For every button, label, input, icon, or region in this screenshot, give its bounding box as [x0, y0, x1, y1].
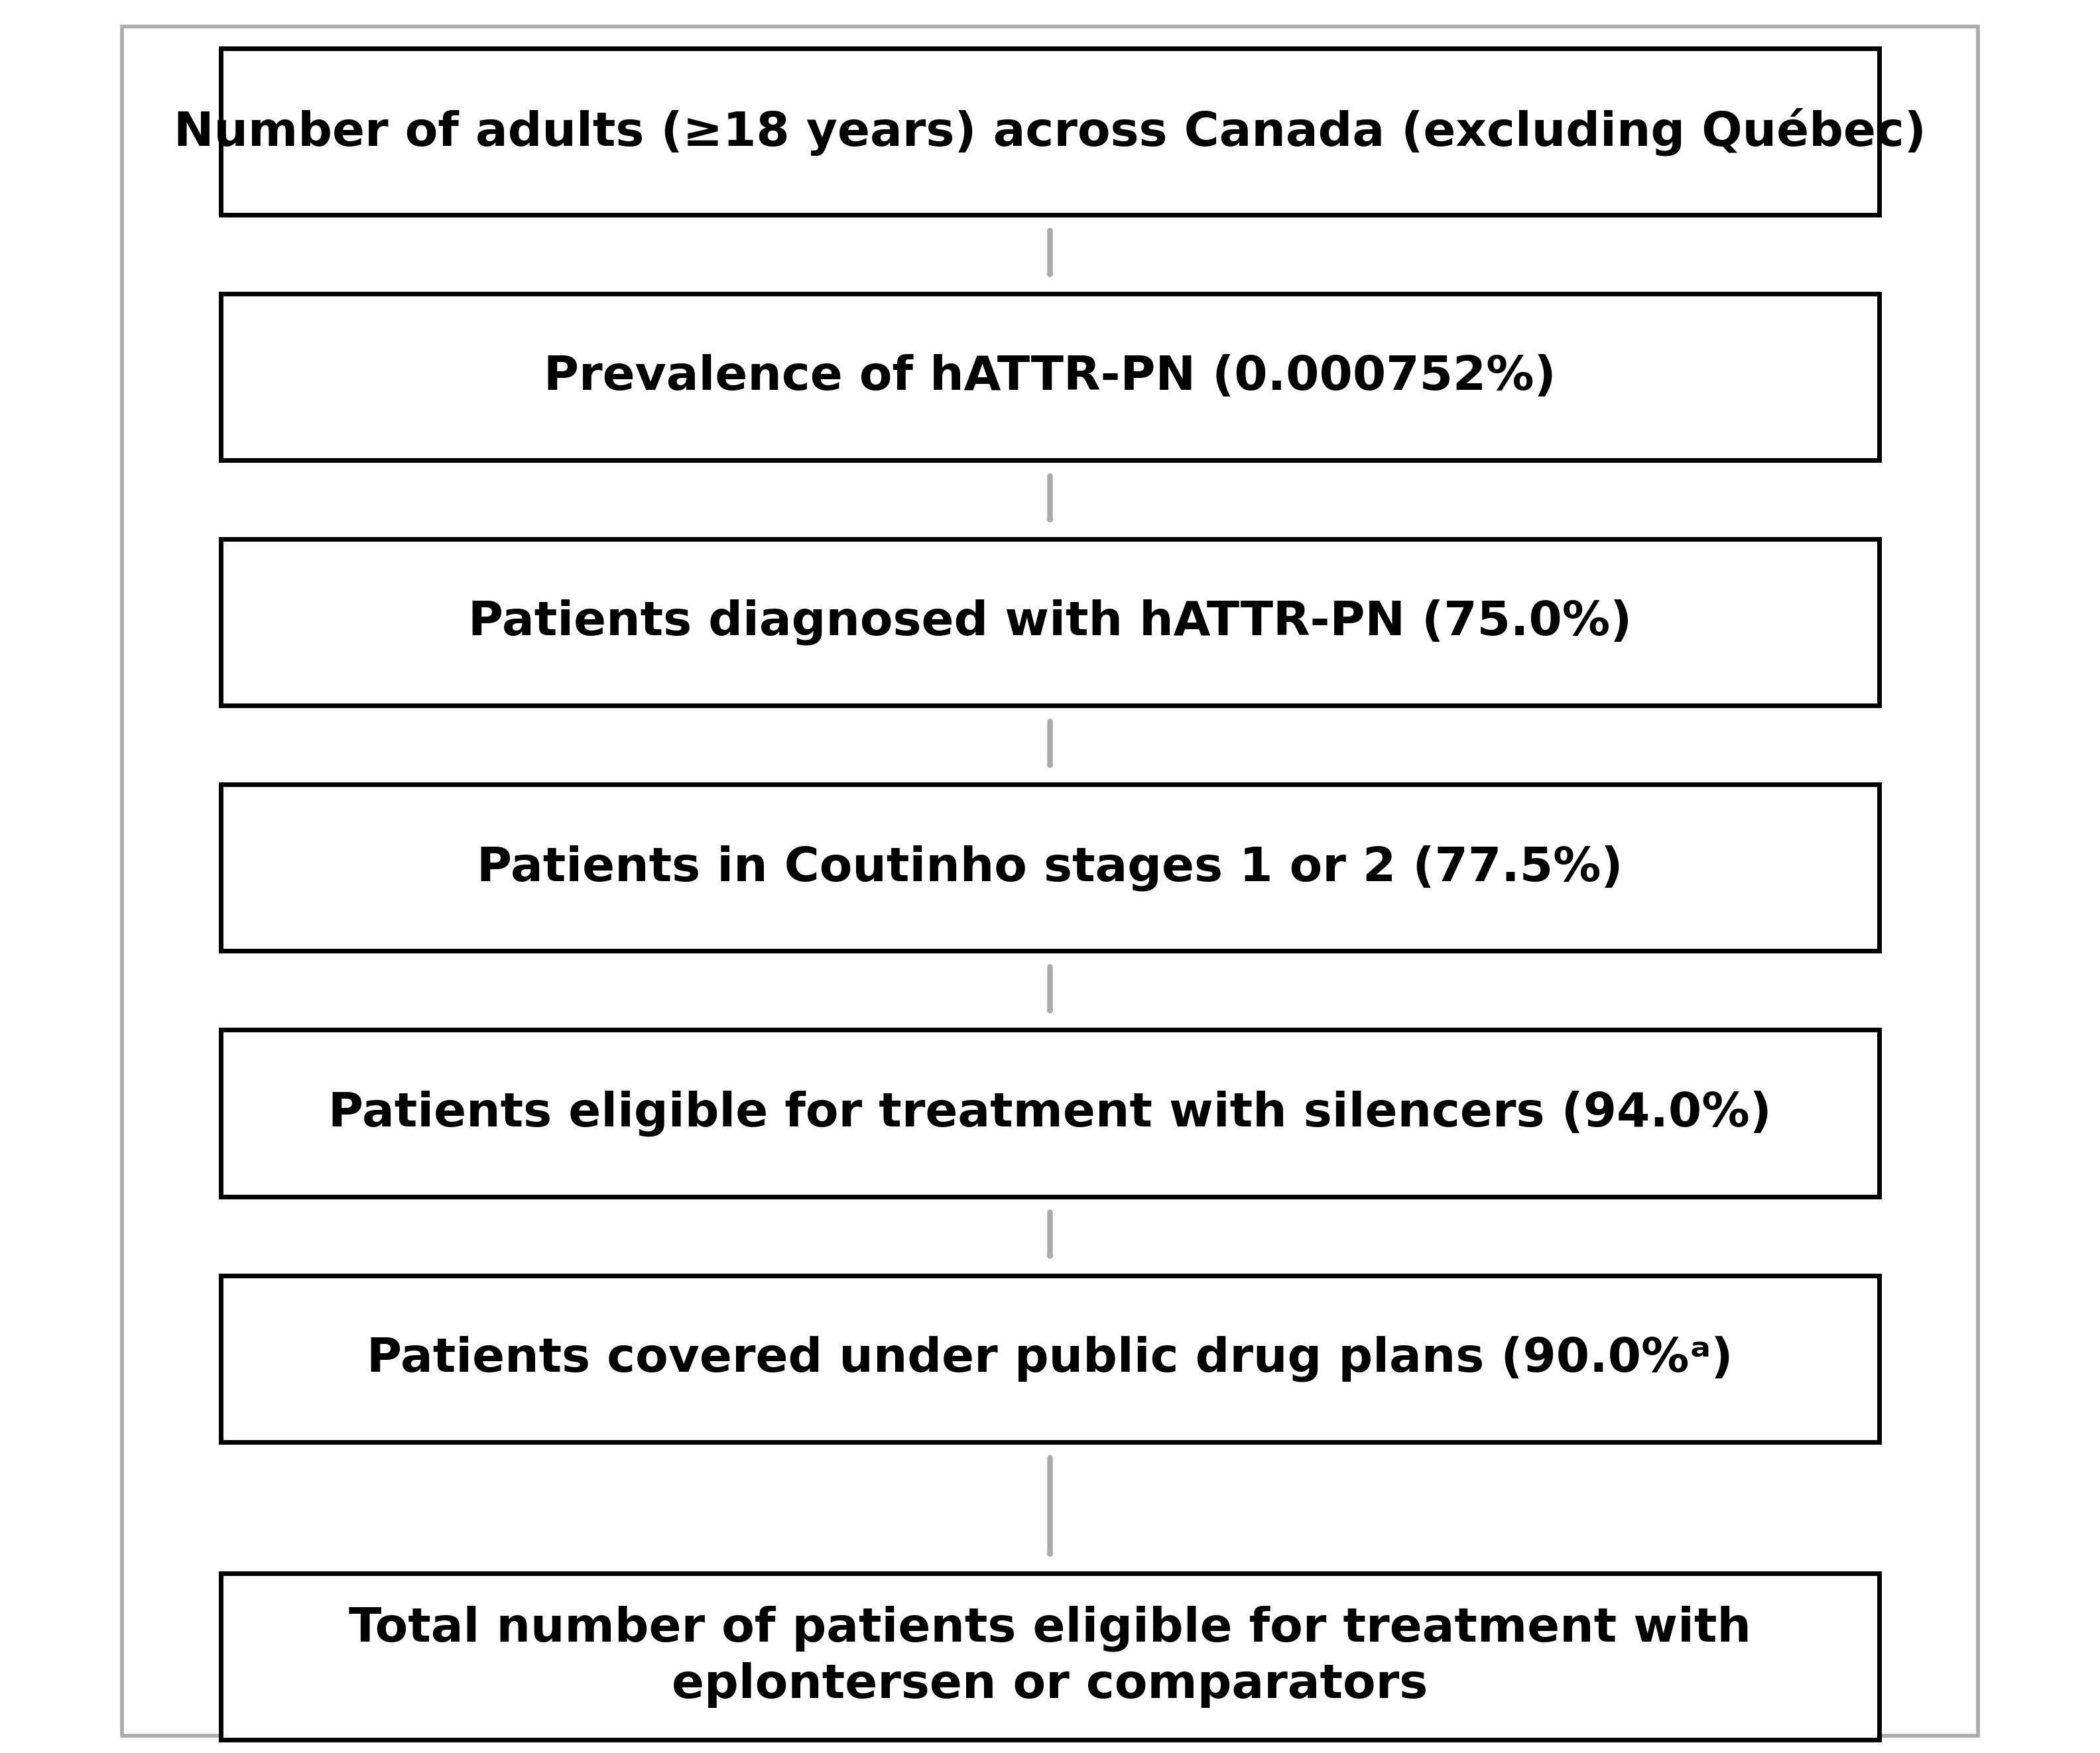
- FancyBboxPatch shape: [220, 293, 1880, 459]
- Text: Number of adults (≥18 years) across Canada (excluding Québec): Number of adults (≥18 years) across Cana…: [174, 107, 1926, 156]
- Text: Prevalence of hATTR-PN (0.000752%): Prevalence of hATTR-PN (0.000752%): [544, 354, 1556, 400]
- FancyBboxPatch shape: [220, 1031, 1880, 1196]
- FancyBboxPatch shape: [220, 540, 1880, 705]
- Text: Patients diagnosed with hATTR-PN (75.0%): Patients diagnosed with hATTR-PN (75.0%): [468, 600, 1632, 645]
- FancyBboxPatch shape: [220, 1574, 1880, 1739]
- Text: Patients eligible for treatment with silencers (94.0%): Patients eligible for treatment with sil…: [328, 1090, 1772, 1136]
- FancyBboxPatch shape: [220, 785, 1880, 950]
- FancyBboxPatch shape: [122, 26, 1978, 1735]
- Text: Patients covered under public drug plans (90.0%ᵃ): Patients covered under public drug plans…: [367, 1336, 1732, 1381]
- Text: Total number of patients eligible for treatment with
eplontersen or comparators: Total number of patients eligible for tr…: [349, 1606, 1751, 1707]
- FancyBboxPatch shape: [220, 1276, 1880, 1441]
- FancyBboxPatch shape: [220, 47, 1880, 214]
- Text: Patients in Coutinho stages 1 or 2 (77.5%): Patients in Coutinho stages 1 or 2 (77.5…: [477, 845, 1623, 891]
